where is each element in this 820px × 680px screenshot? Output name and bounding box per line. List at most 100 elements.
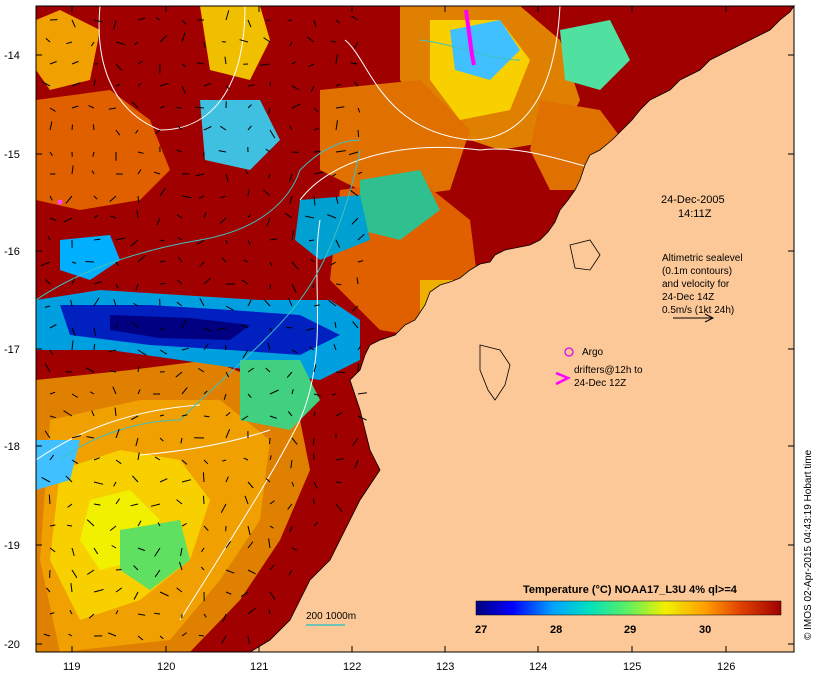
velocity-arrow	[291, 481, 295, 487]
velocity-arrow	[327, 214, 337, 219]
velocity-arrow	[131, 101, 139, 109]
velocity-arrow	[350, 62, 359, 65]
velocity-arrow	[63, 217, 73, 223]
velocity-arrow	[113, 19, 117, 30]
velocity-arrow	[313, 521, 319, 527]
velocity-arrow	[269, 238, 278, 241]
velocity-arrow	[159, 414, 165, 417]
velocity-arrow	[159, 35, 168, 43]
velocity-arrow	[290, 459, 293, 469]
velocity-arrow	[313, 411, 316, 417]
velocity-arrow	[203, 525, 209, 532]
velocity-arrow	[225, 412, 231, 417]
velocity-arrow	[350, 189, 359, 197]
velocity-arrow	[198, 634, 205, 637]
velocity-arrow	[241, 323, 249, 329]
drifters-line-1: drifters@12h to	[574, 365, 643, 376]
velocity-arrow	[247, 213, 251, 219]
velocity-arrow	[93, 297, 100, 307]
velocity-arrow	[351, 217, 359, 225]
velocity-arrow	[291, 61, 297, 65]
velocity-arrow	[114, 407, 117, 417]
velocity-arrow	[130, 239, 139, 247]
latitude-axis: -14 -15 -16 -17 -18 -19 -20	[4, 50, 794, 651]
velocity-arrow	[291, 85, 300, 91]
velocity-arrow	[335, 371, 346, 374]
velocity-arrow	[357, 260, 364, 263]
velocity-arrow	[179, 561, 183, 571]
velocity-arrow	[115, 129, 121, 136]
lon-label: 122	[343, 661, 361, 673]
velocity-arrow	[181, 195, 192, 199]
argo-float	[57, 199, 63, 205]
velocity-arrow	[90, 41, 95, 47]
velocity-arrow	[335, 503, 343, 512]
velocity-arrow	[225, 305, 234, 311]
depth-legend: 200 1000m	[306, 611, 356, 626]
velocity-arrow	[244, 169, 249, 175]
velocity-arrow	[71, 105, 79, 109]
velocity-arrow	[115, 569, 122, 571]
velocity-arrow	[181, 459, 188, 465]
velocity-arrow	[137, 389, 141, 395]
velocity-arrow	[199, 261, 205, 268]
velocity-arrow	[247, 189, 250, 197]
lon-label: 119	[63, 661, 81, 673]
velocity-arrow	[288, 569, 293, 576]
velocity-arrow	[247, 393, 252, 398]
velocity-arrow	[291, 103, 301, 109]
velocity-arrow	[203, 495, 205, 505]
velocity-arrow	[218, 150, 227, 153]
velocity-arrow	[198, 367, 205, 373]
velocity-arrow	[247, 299, 252, 307]
colorbar-tick-30: 30	[699, 624, 711, 636]
velocity-arrow	[133, 591, 139, 600]
velocity-arrow	[47, 235, 51, 241]
velocity-arrow	[203, 126, 212, 131]
velocity-arrow	[291, 261, 299, 270]
velocity-arrow	[154, 569, 161, 578]
velocity-arrow	[310, 85, 315, 93]
velocity-arrow	[108, 632, 117, 637]
velocity-arrow	[130, 503, 139, 507]
velocity-arrow	[49, 217, 57, 222]
velocity-arrow	[331, 173, 337, 177]
velocity-arrow	[93, 457, 100, 461]
velocity-arrow	[176, 149, 183, 153]
velocity-arrow	[269, 437, 271, 445]
velocity-arrow	[220, 195, 227, 199]
velocity-arrow	[157, 522, 161, 527]
velocity-arrow	[70, 583, 73, 593]
velocity-arrow	[71, 60, 79, 65]
velocity-arrow	[265, 148, 271, 153]
velocity-arrow	[135, 437, 139, 447]
velocity-arrow	[203, 82, 211, 87]
velocity-arrow	[203, 415, 210, 418]
velocity-arrow	[85, 367, 95, 373]
velocity-arrow	[44, 279, 51, 285]
lon-label: 126	[717, 661, 735, 673]
velocity-arrow	[71, 569, 78, 579]
velocity-arrow	[115, 41, 126, 46]
velocity-arrow	[134, 41, 139, 46]
velocity-arrow	[154, 612, 161, 615]
velocity-arrow	[85, 261, 95, 263]
velocity-arrow	[109, 525, 117, 531]
velocity-arrow	[288, 173, 293, 183]
drifter-track	[464, 9, 476, 66]
velocity-arrow	[93, 19, 103, 23]
velocity-arrow	[291, 437, 298, 445]
velocity-arrow	[333, 344, 337, 351]
velocity-arrow	[268, 538, 271, 549]
velocity-arrow	[263, 299, 271, 307]
velocity-arrow	[86, 436, 95, 439]
velocity-arrow	[87, 569, 95, 575]
velocity-arrow	[71, 19, 76, 28]
velocity-arrow	[137, 520, 142, 527]
velocity-arrow	[89, 391, 95, 395]
velocity-arrow	[109, 370, 117, 373]
velocity-arrow	[176, 214, 183, 219]
velocity-arrow	[67, 524, 73, 527]
velocity-arrow	[108, 107, 117, 110]
